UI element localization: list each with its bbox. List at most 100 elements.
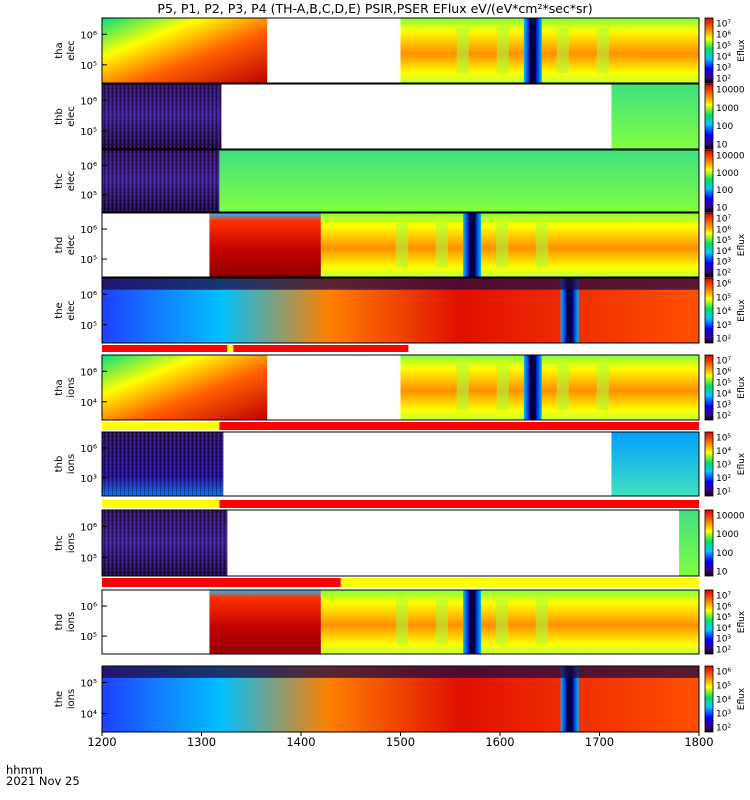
- panel-label-line2: elec: [66, 106, 77, 127]
- colorbar-tick-label: 10⁵: [716, 379, 731, 389]
- spectrogram-noise: [102, 150, 220, 212]
- colorbar-tick-label: 10⁶: [716, 225, 731, 235]
- y-tick-label: 10³: [80, 474, 97, 485]
- colorbar-label: Eflux: [737, 452, 747, 475]
- spectrogram-block: [320, 213, 699, 277]
- colorbar-tick-label: 10⁴: [716, 53, 731, 63]
- colorbar-tick-label: 10: [716, 568, 728, 578]
- panel-frame: [101, 83, 700, 150]
- x-tick-label: 1500: [386, 735, 415, 749]
- flag-segment: [102, 345, 228, 352]
- colorbar-tick-label: 10000: [716, 512, 745, 522]
- x-tick-label: 1400: [286, 735, 315, 749]
- panel-frame: [101, 149, 700, 213]
- panel-label-line1: the: [54, 302, 65, 318]
- spectrogram-block: [219, 150, 699, 212]
- colorbar-tick-label: 10³: [716, 401, 731, 411]
- panel-frame: [101, 509, 700, 577]
- panel-label-line1: thd: [54, 237, 65, 254]
- spectrogram-band: [436, 599, 449, 645]
- colorbar-tick-label: 10³: [716, 321, 731, 331]
- x-tick-label: 1300: [187, 735, 216, 749]
- y-tick-label: 10⁶: [80, 523, 97, 534]
- colorbar: [704, 509, 714, 577]
- colorbar: [704, 277, 714, 344]
- spectrogram-noise-band: [102, 278, 699, 290]
- colorbar-tick-label: 10²: [716, 646, 731, 656]
- x-tick-label: 1200: [87, 735, 116, 749]
- spectrogram-band: [556, 27, 569, 74]
- flag-segment: [102, 500, 220, 508]
- flag-segment: [219, 422, 699, 430]
- spectrogram-band: [596, 364, 609, 411]
- colorbar-tick-label: 10⁶: [716, 31, 731, 41]
- flag-bar: [102, 422, 699, 430]
- flag-segment: [102, 422, 220, 430]
- colorbar-tick-label: 10⁴: [716, 307, 731, 317]
- colorbar-tick-label: 10: [716, 141, 728, 151]
- panel-label-line1: thb: [54, 456, 65, 473]
- panel-label-line1: tha: [54, 42, 65, 58]
- y-tick-label: 10⁵: [80, 61, 97, 72]
- spectrogram-band: [396, 599, 409, 645]
- panel-label-line1: thc: [54, 535, 65, 551]
- panel-label-line2: ions: [66, 689, 77, 709]
- flag-bar: [102, 345, 699, 352]
- spectrogram-dip-core: [529, 18, 536, 83]
- spectrogram-band: [456, 27, 469, 74]
- y-tick-label: 10⁵: [80, 127, 97, 138]
- colorbar-tick-label: 10³: [716, 258, 731, 268]
- y-tick-label: 10⁶: [80, 367, 97, 378]
- panel-label-line2: ions: [66, 377, 77, 397]
- spectrogram-band: [496, 27, 509, 74]
- flag-bar: [102, 578, 699, 587]
- colorbar-tick-label: 10⁷: [716, 20, 731, 30]
- colorbar-tick-label: 10⁴: [716, 390, 731, 400]
- panel-label-line1: tha: [54, 379, 65, 395]
- x-tick-label: 1600: [485, 735, 514, 749]
- colorbar-tick-label: 10²: [716, 75, 731, 85]
- colorbar: [704, 589, 714, 655]
- spectrogram-band: [496, 364, 509, 411]
- y-tick-label: 10⁴: [80, 398, 97, 409]
- panel-label-line1: the: [54, 691, 65, 707]
- spectrogram-block: [400, 355, 699, 420]
- colorbar-tick-label: 10¹: [716, 488, 731, 498]
- spectrogram-block: [400, 18, 699, 83]
- colorbar-label: Eflux: [737, 39, 747, 62]
- spectrogram-band: [496, 599, 509, 645]
- panel-frame: [101, 431, 700, 497]
- spectrogram-block: [679, 510, 699, 576]
- y-tick-label: 10⁶: [80, 444, 97, 455]
- colorbar-label: Eflux: [737, 376, 747, 399]
- colorbar-tick-label: 100: [716, 186, 733, 196]
- flag-segment: [408, 345, 699, 352]
- flag-segment: [233, 345, 409, 352]
- colorbar-tick-label: 10⁴: [716, 624, 731, 634]
- colorbar: [704, 212, 714, 278]
- colorbar-tick-label: 10³: [716, 461, 731, 471]
- colorbar-tick-label: 10⁶: [716, 668, 731, 678]
- spectrogram-block: [102, 18, 268, 83]
- spectrogram-band: [596, 27, 609, 74]
- colorbar-tick-label: 10²: [716, 269, 731, 279]
- panel-label-line2: elec: [66, 171, 77, 192]
- colorbar: [704, 431, 714, 497]
- spectrogram-dip-core: [529, 355, 536, 420]
- colorbar-tick-label: 10²: [716, 412, 731, 422]
- colorbar-tick-label: 10⁷: [716, 592, 731, 602]
- panel-label-line2: elec: [66, 235, 77, 256]
- y-tick-label: 10⁶: [80, 602, 97, 613]
- spectrogram-dip-core: [469, 590, 476, 654]
- colorbar-tick-label: 10⁵: [716, 42, 731, 52]
- x-tick-label: 1800: [684, 735, 713, 749]
- colorbar: [704, 354, 714, 421]
- y-tick-label: 10⁶: [80, 162, 97, 173]
